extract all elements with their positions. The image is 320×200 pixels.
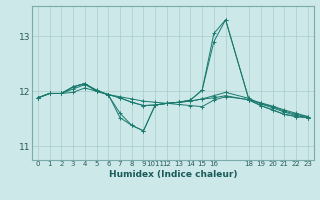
X-axis label: Humidex (Indice chaleur): Humidex (Indice chaleur): [108, 170, 237, 179]
